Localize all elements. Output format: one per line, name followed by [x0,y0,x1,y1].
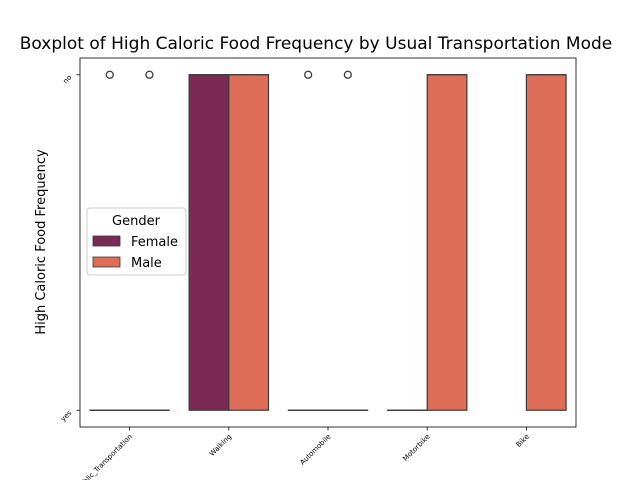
y-axis-ticks: yes no [59,74,80,423]
box-group-male-walking [228,74,270,411]
x-tick-label-walking: Walking [208,433,233,458]
legend-swatch-male [92,256,121,268]
x-tick-label-bike: Bike [515,433,531,449]
box-group-male-bike [525,74,567,411]
outlier-female-public-transportation-0 [105,70,114,79]
outlier-male-public-transportation-0 [145,70,154,79]
plot-area [89,70,567,411]
box-male-bike [525,74,567,411]
box-group-female-automobile [287,70,329,411]
y-tick-label-no: no [62,74,74,86]
legend-swatch-female [92,235,121,247]
y-tick-label-yes: yes [59,409,73,423]
box-male-motorbike [426,74,468,411]
x-axis-ticks: Public_Transportation Walking Automobile Mo… [75,427,531,480]
y-axis-label: High Caloric Food Frequency [34,149,49,335]
box-group-male-automobile [327,70,369,411]
box-female-walking [188,74,230,411]
outlier-female-automobile-0 [304,70,313,79]
legend-label-female: Female [131,235,178,250]
x-tick-label-motorbike: Motorbike [401,433,431,463]
box-group-male-public-transportation [129,70,170,411]
outlier-male-automobile-0 [343,70,352,79]
x-tick-label-automobile: Automobile [298,433,332,467]
legend-label-male: Male [131,256,162,271]
box-male-walking [228,74,270,411]
chart-title: Boxplot of High Caloric Food Frequency b… [20,34,612,54]
x-tick-label-public-transportation: Public_Transportation [75,433,134,480]
box-group-female-walking [188,74,230,411]
box-group-male-motorbike [426,74,468,411]
legend: Gender Female Male [86,207,187,276]
legend-title: Gender [112,214,161,229]
